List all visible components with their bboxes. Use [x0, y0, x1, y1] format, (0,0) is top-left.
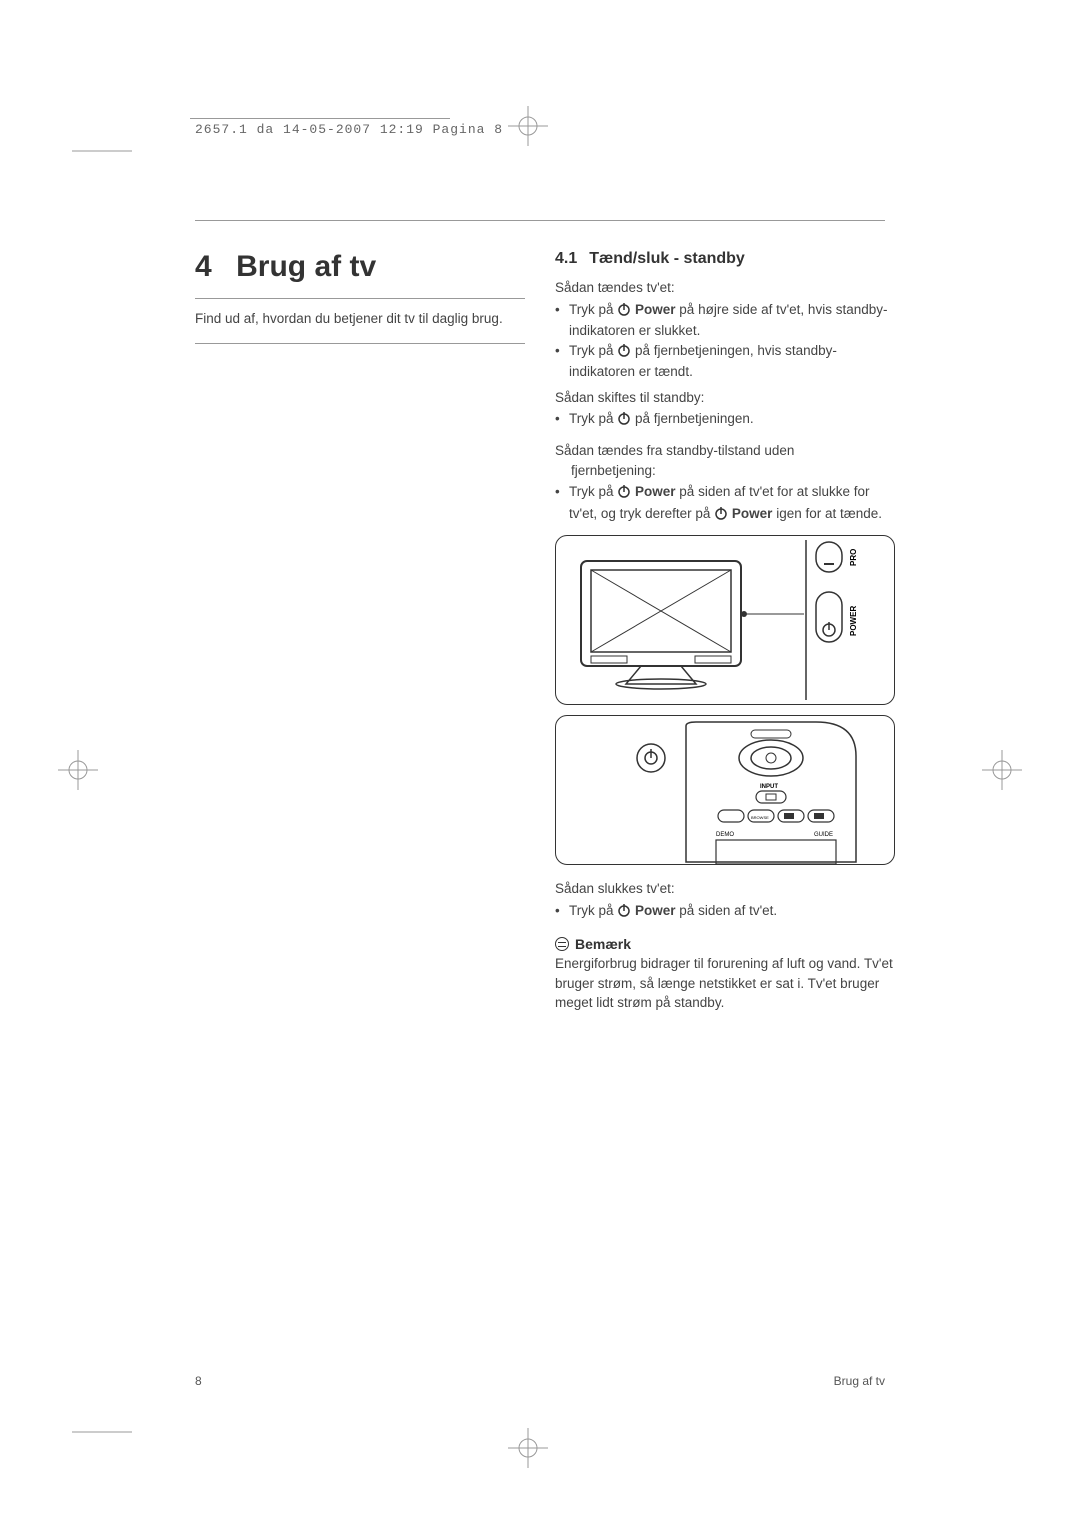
- p-from-standby-b: fjernbetjening:: [555, 461, 895, 481]
- bullet-2: Tryk på på fjernbetjeningen, hvis standb…: [555, 341, 895, 382]
- bullet-5: Tryk på Power på siden af tv'et.: [555, 901, 895, 923]
- b3-post: på fjernbetjeningen.: [631, 411, 753, 426]
- list-from-standby: Tryk på Power på siden af tv'et for at s…: [555, 482, 895, 525]
- power-icon: [714, 506, 728, 526]
- b1-bold: Power: [635, 302, 676, 317]
- input-label: INPUT: [760, 784, 778, 790]
- crop-mark-right: [982, 750, 1022, 790]
- b4-pre: Tryk på: [569, 484, 617, 499]
- note-icon: [555, 937, 569, 951]
- b5-post: på siden af tv'et.: [676, 903, 778, 918]
- b1-pre: Tryk på: [569, 302, 617, 317]
- bullet-1: Tryk på Power på højre side af tv'et, hv…: [555, 300, 895, 341]
- guide-label: GUIDE: [814, 832, 833, 838]
- power-icon: [617, 411, 631, 431]
- power-label: POWER: [849, 606, 858, 636]
- left-column: 4 Brug af tv Find ud af, hvordan du betj…: [195, 250, 525, 354]
- power-icon: [617, 343, 631, 363]
- bullet-3: Tryk på på fjernbetjeningen.: [555, 409, 895, 431]
- section-heading: 4.1 Tænd/sluk - standby: [555, 250, 895, 268]
- demo-label: DEMO: [716, 832, 734, 838]
- section-title: Tænd/sluk - standby: [589, 250, 745, 267]
- chapter-title: Brug af tv: [236, 250, 376, 283]
- list-turn-on: Tryk på Power på højre side af tv'et, hv…: [555, 300, 895, 382]
- power-icon: [617, 903, 631, 923]
- header-rule: [190, 118, 450, 119]
- bullet-4: Tryk på Power på siden af tv'et for at s…: [555, 482, 895, 525]
- left-rule-1: [195, 298, 525, 299]
- chapter-number: 4: [195, 250, 212, 284]
- b2-pre: Tryk på: [569, 343, 617, 358]
- section-number: 4.1: [555, 250, 577, 267]
- intro-text: Find ud af, hvordan du betjener dit tv t…: [195, 309, 525, 329]
- figure-tv-side: PRO POWER: [555, 535, 895, 705]
- p-standby: Sådan skiftes til standby:: [555, 388, 895, 408]
- power-icon: [617, 484, 631, 504]
- list-standby: Tryk på på fjernbetjeningen.: [555, 409, 895, 431]
- top-content-rule: [195, 220, 885, 221]
- b5-bold: Power: [635, 903, 676, 918]
- b5-pre: Tryk på: [569, 903, 617, 918]
- crop-mark-bottom: [508, 1428, 548, 1468]
- power-icon: [617, 302, 631, 322]
- crop-mark-top: [508, 106, 548, 146]
- footer-page-number: 8: [195, 1374, 202, 1388]
- note-body: Energiforbrug bidrager til forurening af…: [555, 954, 895, 1013]
- note-heading: Bemærk: [555, 936, 895, 952]
- b4-bold1: Power: [635, 484, 676, 499]
- list-turn-off: Tryk på Power på siden af tv'et.: [555, 901, 895, 923]
- crop-tick-bl: [72, 1431, 132, 1433]
- p-turn-on: Sådan tændes tv'et:: [555, 278, 895, 298]
- header-crop-info: 2657.1 da 14-05-2007 12:19 Pagina 8: [195, 122, 503, 137]
- chapter-heading: 4 Brug af tv: [195, 250, 525, 284]
- chan-label: BROWSE: [751, 815, 769, 820]
- figure-remote: INPUT BROWSE DEMO GUIDE: [555, 715, 895, 865]
- b3-pre: Tryk på: [569, 411, 617, 426]
- left-rule-2: [195, 343, 525, 344]
- right-column: 4.1 Tænd/sluk - standby Sådan tændes tv'e…: [555, 250, 895, 1013]
- p-from-standby-a: Sådan tændes fra standby-tilstand uden: [555, 441, 895, 461]
- b4-bold2: Power: [732, 506, 773, 521]
- note-label: Bemærk: [575, 936, 631, 952]
- remote-illustration: INPUT BROWSE DEMO GUIDE: [556, 716, 894, 864]
- footer-section-label: Brug af tv: [834, 1374, 885, 1388]
- tv-illustration: PRO POWER: [556, 536, 894, 704]
- crop-mark-left: [58, 750, 98, 790]
- p-turn-off: Sådan slukkes tv'et:: [555, 879, 895, 899]
- crop-tick-tl: [72, 150, 132, 152]
- b4-post: igen for at tænde.: [772, 506, 882, 521]
- prog-label: PRO: [849, 549, 858, 566]
